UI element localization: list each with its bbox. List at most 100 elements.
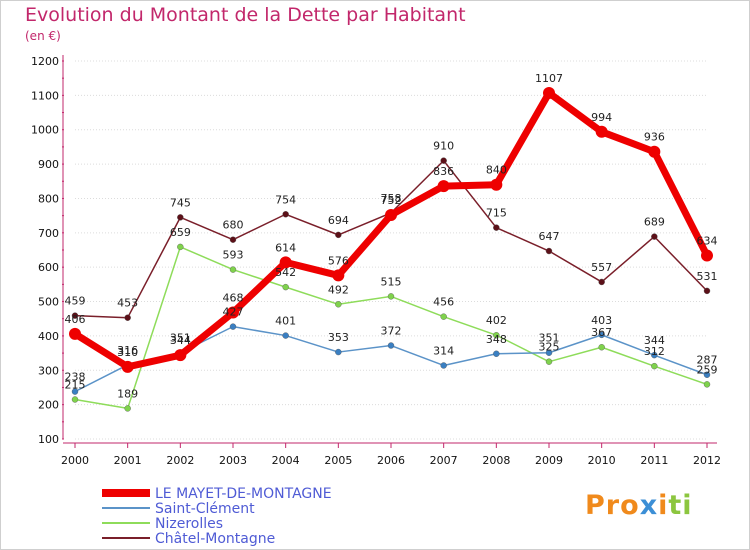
data-label: 593 [223,249,244,262]
data-point [121,360,134,373]
data-label: 401 [275,315,296,328]
legend-label-1: Saint-Clément [155,501,255,517]
data-label: 287 [697,354,718,367]
data-point [703,287,711,295]
data-point [124,405,131,412]
data-point [335,231,342,239]
data-point [332,269,345,282]
data-label: 936 [644,131,665,144]
y-tick-label: 600 [38,261,59,274]
logo-letter: r [605,490,621,521]
x-tick-label: 2012 [693,454,721,467]
y-tick-label: 900 [38,158,59,171]
y-tick-label: 400 [38,330,59,343]
data-label: 456 [433,296,454,309]
data-point [703,381,711,388]
logo-letter: t [668,490,683,521]
y-tick-label: 1000 [31,124,59,137]
data-label: 468 [223,292,244,305]
data-point [493,350,500,357]
data-point [177,214,184,221]
data-point [440,157,447,164]
data-point [282,211,289,218]
data-label: 752 [381,194,402,207]
data-label: 492 [328,283,349,296]
x-tick-label: 2007 [430,454,458,467]
y-tick-label: 1200 [31,55,59,68]
data-point [124,314,131,321]
data-labels: 459 453 745 680 754 694 758 910 715 647 557 689 531 2… [65,72,718,400]
data-point [545,358,553,365]
data-label: 344 [644,334,665,347]
logo-letter: P [585,490,606,521]
data-label: 427 [223,306,244,319]
data-label: 351 [539,332,560,345]
data-point [490,178,503,191]
data-point [282,283,289,291]
data-label: 403 [591,314,612,327]
data-point [595,125,608,138]
data-label: 715 [486,207,507,220]
chart-unit: (en €) [25,29,61,43]
x-tick-label: 2001 [114,454,142,467]
data-point [703,371,711,378]
data-label: 531 [697,270,718,283]
data-point [71,388,79,395]
logo-letter: i [682,490,693,521]
data-label: 372 [381,325,402,338]
data-point [71,312,79,319]
data-point [651,233,658,240]
data-point [493,332,500,339]
data-label: 310 [117,346,138,359]
data-point [598,344,605,351]
data-point [71,396,79,403]
data-point [440,362,447,369]
data-point [493,224,500,231]
logo-letter: x [639,490,659,521]
data-label: 259 [697,363,718,376]
x-tick-label: 2011 [640,454,668,467]
x-tick-label: 2004 [272,454,300,467]
data-label: 542 [275,266,296,279]
data-label: 353 [328,331,349,344]
data-label: 459 [65,295,86,308]
data-point [543,86,555,99]
data-point [279,256,292,269]
data-point [335,301,342,308]
x-tick-label: 2010 [588,454,616,467]
data-label: 1107 [535,72,563,85]
data-label: 576 [328,254,349,267]
data-label: 348 [486,333,507,346]
data-label: 754 [275,193,296,206]
data-label: 634 [697,234,718,247]
data-label: 215 [65,378,86,391]
data-point [229,323,237,330]
y-tick-label: 300 [38,364,59,377]
data-point [701,249,713,262]
data-label: 189 [117,387,138,400]
axes: 100 200 300 400 500 600 700 800 900 1000 1100 1200 2… [31,55,721,467]
y-tick-label: 200 [38,399,59,412]
data-label: 402 [486,314,507,327]
data-point [651,362,658,370]
data-label: 367 [591,326,612,339]
data-label: 314 [433,344,454,357]
data-label: 836 [433,165,454,178]
data-label: 689 [644,216,665,229]
y-tick-label: 700 [38,227,59,240]
data-label: 659 [170,226,191,239]
x-tick-label: 2003 [219,454,247,467]
data-label: 840 [486,164,507,177]
legend-label-2: Nizerolles [155,516,223,532]
data-point [69,327,81,340]
data-point [229,236,237,243]
data-point [387,293,395,300]
data-point [545,247,553,255]
logo-letter: o [620,490,640,521]
data-label: 680 [223,219,244,232]
proxiti-logo: Proxiti [585,490,693,521]
data-point [227,306,239,319]
chart-title: Evolution du Montant de la Dette par Hab… [25,4,466,26]
data-point [545,349,553,356]
